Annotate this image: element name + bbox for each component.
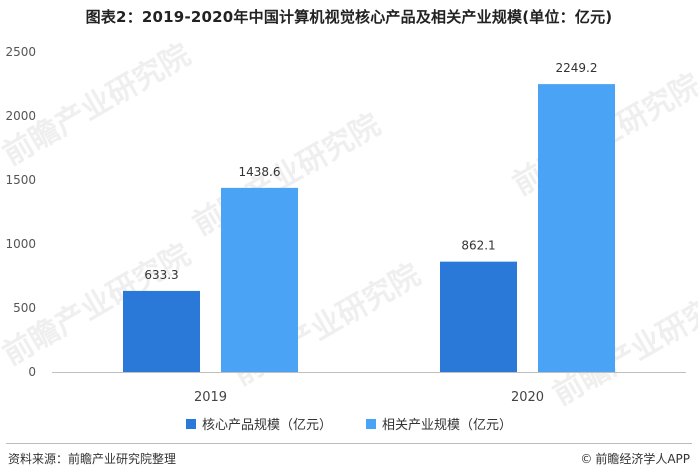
data-label: 862.1 [461,239,495,253]
legend-item-related: 相关产业规模（亿元） [366,414,512,433]
footer-divider [6,443,692,444]
y-tick-label: 500 [13,301,36,315]
copyright-icon: © [580,451,593,466]
credit: © 前瞻经济学人APP [580,450,690,467]
source-note: 资料来源：前瞻产业研究院整理 [8,452,177,466]
chart-title: 图表2：2019-2020年中国计算机视觉核心产品及相关产业规模(单位：亿元) [85,8,613,26]
legend-label-related: 相关产业规模（亿元） [382,418,513,433]
data-label: 633.3 [144,268,178,282]
credit-label: 前瞻经济学人APP [595,452,690,466]
y-tick-label: 1500 [5,173,36,187]
bar-2020-0 [440,261,517,372]
y-tick-label: 1000 [5,237,36,251]
bar-chart: 0 500 1000 1500 2000 2500 633.3 1438.6 2019 862.1… [5,45,686,405]
x-tick-label: 2020 [511,390,544,405]
bar-2020-1 [538,84,615,372]
bar-2019-0 [123,290,200,372]
y-tick-label: 2500 [5,45,36,59]
y-tick-label: 0 [28,365,36,379]
x-tick-label: 2019 [194,390,227,405]
legend-label-core: 核心产品规模（亿元） [201,418,332,433]
bar-2019-1 [221,187,298,372]
data-label: 1438.6 [239,165,281,179]
data-label: 2249.2 [556,61,598,75]
legend-swatch-core [185,418,196,429]
legend: 核心产品规模（亿元） 相关产业规模（亿元） [0,414,698,433]
legend-swatch-related [366,418,376,429]
y-tick-label: 2000 [5,109,36,123]
legend-item-core: 核心产品规模（亿元） [185,414,332,433]
